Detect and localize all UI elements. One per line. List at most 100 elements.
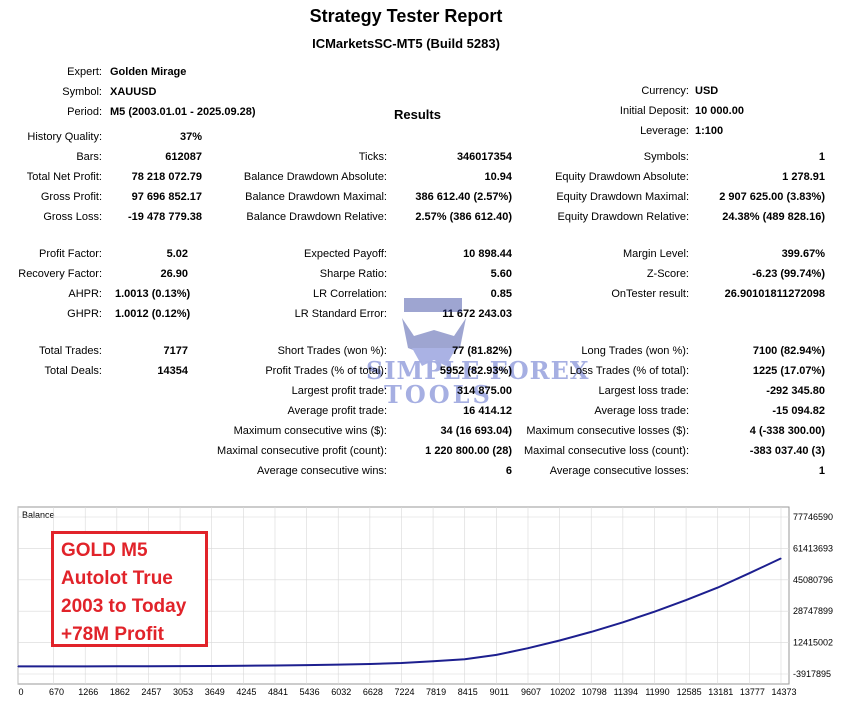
leverage-value: 1:100 bbox=[695, 125, 724, 137]
x-tick-label: 12585 bbox=[677, 687, 702, 697]
balance-point bbox=[211, 665, 213, 667]
avg-loss-trade-value: -15 094.82 bbox=[772, 405, 825, 417]
x-tick-label: 10798 bbox=[582, 687, 607, 697]
balance-point bbox=[84, 665, 86, 667]
ontester-result-label: OnTester result: bbox=[611, 288, 689, 300]
initial-deposit-label: Initial Deposit: bbox=[619, 105, 689, 117]
z-score-label: Z-Score: bbox=[646, 268, 689, 280]
chart-title: Balance bbox=[22, 510, 55, 520]
ahpr-label: AHPR: bbox=[68, 288, 102, 300]
loss-trades-value: 1225 (17.07%) bbox=[752, 365, 825, 377]
z-score-value: -6.23 (99.74%) bbox=[752, 268, 825, 280]
equity-dd-max-value: 2 907 625.00 (3.83%) bbox=[719, 191, 825, 203]
total-deals-label: Total Deals: bbox=[44, 365, 102, 377]
lr-std-error-label: LR Standard Error: bbox=[294, 308, 387, 320]
max-consec-losses-label: Maximum consecutive losses ($): bbox=[526, 425, 689, 437]
avg-profit-trade-value: 16 414.12 bbox=[463, 405, 512, 417]
maximal-consec-loss-value: -383 037.40 (3) bbox=[749, 445, 825, 457]
balance-point bbox=[717, 587, 719, 589]
balance-dd-rel-label: Balance Drawdown Relative: bbox=[246, 211, 387, 223]
balance-dd-abs-label: Balance Drawdown Absolute: bbox=[243, 171, 387, 183]
x-tick-label: 8415 bbox=[458, 687, 478, 697]
ghpr-value: 1.0012 (0.12%) bbox=[115, 308, 191, 320]
results-heading: Results bbox=[394, 107, 441, 122]
currency-value: USD bbox=[695, 85, 719, 97]
balance-point bbox=[590, 631, 592, 633]
balance-point bbox=[558, 639, 561, 642]
maximal-consec-profit-label: Maximal consecutive profit (count): bbox=[217, 445, 387, 457]
balance-point bbox=[369, 663, 371, 665]
maximal-consec-profit-value: 1 220 800.00 (28) bbox=[425, 445, 512, 457]
x-tick-label: 13181 bbox=[708, 687, 733, 697]
x-tick-label: 3053 bbox=[173, 687, 193, 697]
largest-profit-trade-label: Largest profit trade: bbox=[291, 385, 387, 397]
balance-point bbox=[52, 665, 55, 668]
balance-point bbox=[780, 557, 782, 560]
profit-trades-value: 5952 (82.93%) bbox=[439, 365, 512, 377]
balance-point bbox=[527, 647, 529, 649]
leverage-label: Leverage: bbox=[640, 125, 689, 137]
balance-point bbox=[432, 660, 434, 662]
x-tick-label: 1266 bbox=[78, 687, 98, 697]
recovery-factor-value: 26.90 bbox=[160, 268, 188, 280]
gross-loss-label: Gross Loss: bbox=[43, 211, 102, 223]
profit-factor-value: 5.02 bbox=[166, 248, 188, 260]
balance-point bbox=[622, 621, 624, 623]
x-tick-label: 7224 bbox=[394, 687, 414, 697]
bars-value: 612087 bbox=[165, 151, 202, 163]
currency-label: Currency: bbox=[641, 85, 689, 97]
total-net-profit-value: 78 218 072.79 bbox=[131, 171, 202, 183]
symbol-value: XAUUSD bbox=[110, 86, 157, 98]
sharpe-ratio-value: 5.60 bbox=[490, 268, 512, 280]
symbol-label: Symbol: bbox=[62, 86, 102, 98]
period-label: Period: bbox=[67, 106, 102, 118]
equity-dd-max-label: Equity Drawdown Maximal: bbox=[556, 191, 689, 203]
expert-value: Golden Mirage bbox=[110, 66, 187, 78]
profit-factor-label: Profit Factor: bbox=[39, 248, 102, 260]
y-tick-label: -3917895 bbox=[793, 669, 831, 679]
expert-label: Expert: bbox=[67, 66, 102, 78]
x-tick-label: 3649 bbox=[205, 687, 225, 697]
max-consec-wins-value: 34 (16 693.04) bbox=[440, 425, 512, 437]
expected-payoff-label: Expected Payoff: bbox=[304, 248, 387, 260]
x-tick-label: 1862 bbox=[110, 687, 130, 697]
largest-loss-trade-label: Largest loss trade: bbox=[598, 385, 690, 397]
sharpe-ratio-label: Sharpe Ratio: bbox=[319, 268, 387, 280]
annotation-box: GOLD M5 Autolot True 2003 to Today +78M … bbox=[51, 531, 208, 647]
balance-point bbox=[685, 599, 687, 601]
long-trades-value: 7100 (82.94%) bbox=[752, 345, 825, 357]
watermark-text-2: TOOLS bbox=[384, 380, 493, 409]
y-tick-label: 28747899 bbox=[793, 606, 833, 616]
x-tick-label: 10202 bbox=[550, 687, 575, 697]
initial-deposit-value: 10 000.00 bbox=[695, 105, 744, 117]
max-consec-wins-label: Maximum consecutive wins ($): bbox=[233, 425, 387, 437]
maximal-consec-loss-label: Maximal consecutive loss (count): bbox=[523, 445, 689, 457]
avg-consec-wins-label: Average consecutive wins: bbox=[256, 465, 387, 477]
ahpr-value: 1.0013 (0.13%) bbox=[115, 288, 191, 300]
loss-trades-label: Loss Trades (% of total): bbox=[569, 365, 689, 377]
balance-point bbox=[274, 664, 276, 667]
total-deals-value: 14354 bbox=[157, 365, 188, 377]
y-tick-label: 45080796 bbox=[793, 575, 833, 585]
short-trades-value: 77 (81.82%) bbox=[452, 345, 512, 357]
x-tick-label: 4245 bbox=[236, 687, 256, 697]
ticks-value: 346017354 bbox=[456, 151, 512, 163]
ghpr-label: GHPR: bbox=[67, 308, 102, 320]
x-tick-label: 2457 bbox=[141, 687, 161, 697]
balance-point bbox=[400, 662, 403, 664]
lr-correlation-value: 0.85 bbox=[490, 288, 512, 300]
balance-point bbox=[305, 664, 308, 666]
lr-correlation-label: LR Correlation: bbox=[313, 288, 387, 300]
expected-payoff-value: 10 898.44 bbox=[463, 248, 512, 260]
history-quality-label: History Quality: bbox=[27, 131, 102, 143]
equity-dd-rel-value: 24.38% (489 828.16) bbox=[722, 211, 825, 223]
report-title: Strategy Tester Report bbox=[309, 6, 503, 26]
total-trades-value: 7177 bbox=[163, 345, 188, 357]
symbols-label: Symbols: bbox=[643, 151, 689, 163]
largest-loss-trade-value: -292 345.80 bbox=[766, 385, 825, 397]
balance-dd-max-label: Balance Drawdown Maximal: bbox=[245, 191, 387, 203]
gross-loss-value: -19 478 779.38 bbox=[127, 211, 202, 223]
x-tick-label: 14373 bbox=[771, 687, 796, 697]
x-tick-label: 6032 bbox=[331, 687, 351, 697]
balance-point bbox=[147, 665, 150, 667]
